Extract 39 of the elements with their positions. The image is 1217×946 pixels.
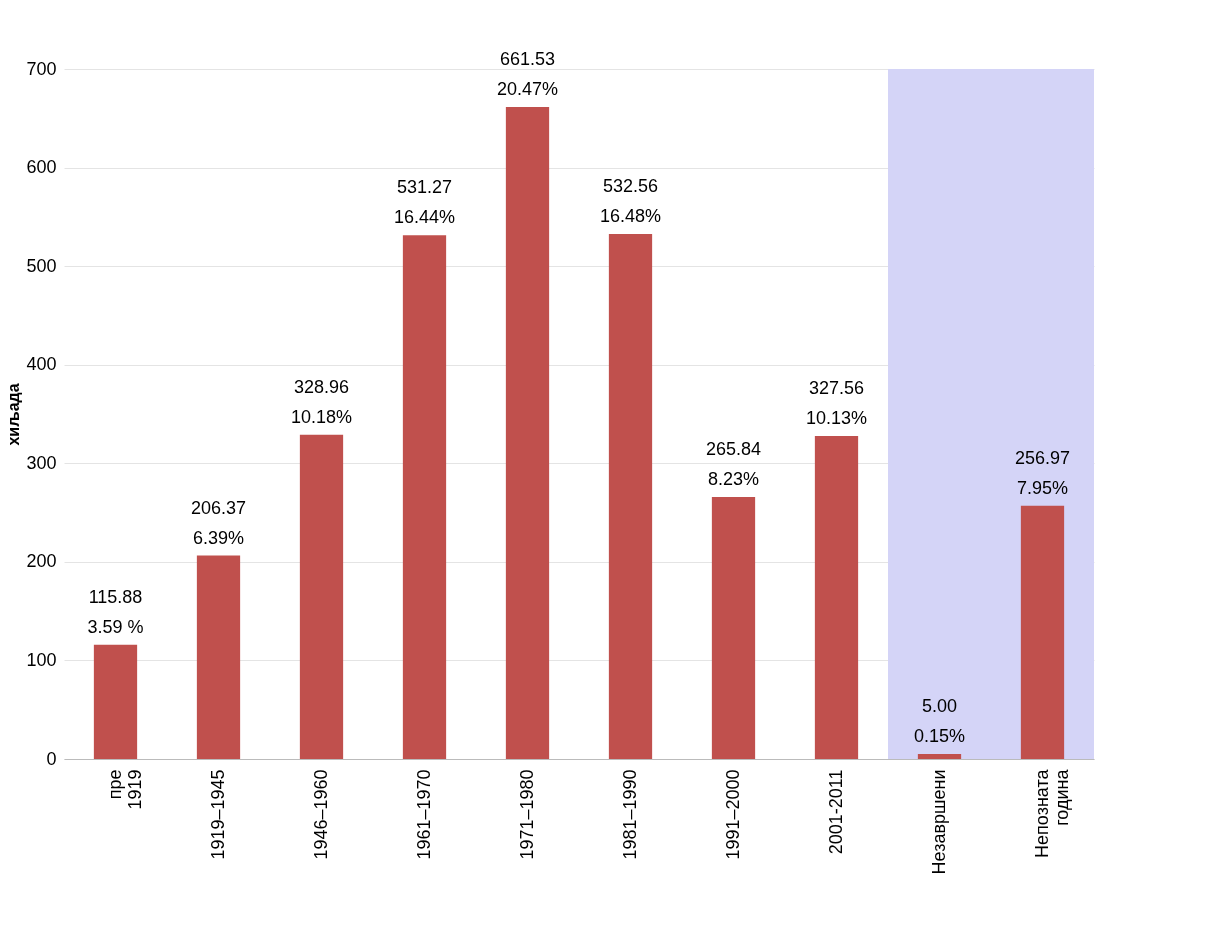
y-tick-label: 600 bbox=[26, 157, 57, 178]
x-tick-label: 1919–1945 bbox=[207, 769, 228, 860]
x-tick-label: 1946–1960 bbox=[310, 769, 331, 860]
bar bbox=[299, 434, 344, 759]
bar bbox=[402, 235, 447, 759]
data-label: 661.53 20.47% bbox=[496, 48, 559, 99]
data-label: 531.27 16.44% bbox=[393, 177, 456, 228]
y-tick-label: 400 bbox=[26, 354, 57, 375]
bar bbox=[711, 496, 756, 759]
data-label: 115.88 3.59 % bbox=[87, 586, 144, 637]
bar bbox=[505, 106, 550, 759]
y-tick-label: 0 bbox=[46, 748, 57, 769]
data-label: 206.37 6.39% bbox=[190, 497, 247, 548]
x-tick-label: 1971–1980 bbox=[516, 769, 537, 860]
y-axis-title: хиљада bbox=[5, 383, 23, 446]
bar bbox=[1020, 505, 1065, 759]
data-label: 328.96 10.18% bbox=[290, 376, 353, 427]
x-tick-label: 1961–1970 bbox=[413, 769, 434, 860]
y-tick-label: 300 bbox=[26, 452, 57, 473]
bar bbox=[608, 234, 653, 759]
bar bbox=[814, 436, 859, 759]
x-tick-label: 2001-2011 bbox=[825, 769, 846, 855]
bar bbox=[196, 555, 241, 759]
y-tick-label: 500 bbox=[26, 255, 57, 276]
x-tick-label: 1991–2000 bbox=[722, 769, 743, 860]
bar bbox=[917, 754, 962, 759]
y-tick-label: 100 bbox=[26, 649, 57, 670]
data-label: 265.84 8.23% bbox=[705, 438, 762, 489]
x-tick-label: Непозната година bbox=[1031, 768, 1072, 858]
x-tick-label: Незавршени bbox=[928, 769, 949, 875]
data-label: 256.97 7.95% bbox=[1014, 447, 1071, 498]
bar bbox=[93, 644, 138, 759]
y-tick-label: 700 bbox=[26, 58, 57, 79]
x-tick-label: 1981–1990 bbox=[619, 769, 640, 860]
x-tick-label: пре 1919 bbox=[104, 769, 145, 810]
y-tick-label: 200 bbox=[26, 551, 57, 572]
data-label: 327.56 10.13% bbox=[805, 378, 868, 429]
data-label: 5.00 0.15% bbox=[913, 696, 966, 747]
data-label: 532.56 16.48% bbox=[599, 176, 662, 227]
